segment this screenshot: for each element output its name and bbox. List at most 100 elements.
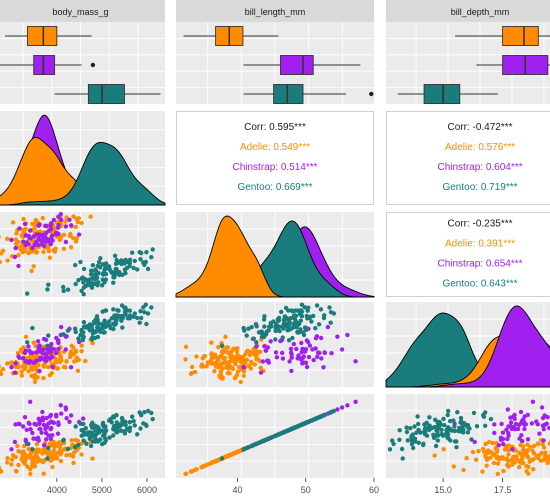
point-chinstrap — [335, 407, 340, 412]
point-chinstrap — [49, 341, 54, 347]
point-gentoo — [426, 427, 432, 433]
point-gentoo — [94, 438, 100, 443]
point-chinstrap — [339, 347, 345, 352]
corr-text-gentoo: Gentoo: 0.643*** — [442, 279, 517, 290]
point-adelie — [216, 358, 221, 363]
point-chinstrap — [510, 447, 515, 452]
point-chinstrap — [21, 424, 26, 429]
point-gentoo — [130, 250, 135, 255]
point-gentoo — [96, 320, 101, 325]
point-adelie — [494, 454, 500, 459]
point-chinstrap — [35, 242, 41, 248]
point-chinstrap — [304, 338, 310, 343]
point-adelie — [535, 441, 541, 447]
point-chinstrap — [517, 436, 522, 441]
point-adelie — [5, 361, 10, 366]
point-chinstrap — [41, 243, 47, 249]
point-gentoo — [73, 281, 78, 287]
point-gentoo — [131, 265, 136, 271]
point-chinstrap — [41, 336, 47, 342]
point-gentoo — [244, 333, 249, 338]
point-adelie — [224, 365, 229, 370]
point-gentoo — [416, 440, 421, 445]
point-chinstrap — [23, 359, 28, 364]
point-gentoo — [286, 338, 292, 343]
point-gentoo — [262, 324, 267, 329]
point-adelie — [241, 358, 246, 363]
point-adelie — [71, 454, 76, 459]
point-adelie — [538, 458, 544, 463]
point-chinstrap — [48, 427, 53, 432]
point-chinstrap — [496, 443, 501, 448]
point-gentoo — [276, 318, 281, 323]
point-chinstrap — [9, 237, 14, 243]
point-adelie — [28, 471, 33, 477]
point-gentoo — [61, 284, 66, 290]
point-adelie — [525, 442, 530, 447]
point-chinstrap — [59, 324, 64, 330]
point-chinstrap — [31, 360, 36, 365]
point-gentoo — [451, 418, 456, 423]
point-adelie — [37, 449, 42, 454]
point-chinstrap — [43, 426, 48, 432]
point-gentoo — [132, 423, 137, 428]
point-adelie — [71, 214, 76, 219]
point-adelie — [74, 355, 79, 360]
point-gentoo — [90, 281, 95, 286]
point-chinstrap — [540, 423, 546, 428]
point-chinstrap — [294, 346, 299, 352]
point-adelie — [209, 351, 214, 356]
point-adelie — [32, 379, 38, 385]
point-adelie — [517, 450, 522, 456]
point-adelie — [432, 453, 437, 458]
point-gentoo — [106, 319, 112, 324]
point-adelie — [5, 460, 10, 465]
point-chinstrap — [522, 426, 527, 432]
point-gentoo — [282, 320, 287, 325]
point-adelie — [512, 460, 517, 465]
point-gentoo — [318, 414, 324, 419]
point-chinstrap — [519, 433, 524, 438]
point-gentoo — [295, 329, 300, 335]
point-chinstrap — [506, 430, 511, 436]
point-gentoo — [111, 433, 116, 438]
point-gentoo — [131, 314, 136, 319]
corr-text-chinstrap: Chinstrap: 0.654*** — [437, 259, 522, 270]
point-chinstrap — [58, 403, 63, 408]
point-gentoo — [328, 320, 333, 325]
point-gentoo — [95, 424, 100, 429]
point-chinstrap — [22, 350, 28, 356]
point-chinstrap — [325, 324, 331, 330]
point-adelie — [75, 368, 81, 373]
point-gentoo — [287, 320, 292, 325]
point-adelie — [484, 456, 489, 461]
point-gentoo — [88, 325, 94, 330]
point-chinstrap — [27, 421, 32, 427]
point-adelie — [502, 447, 508, 452]
point-gentoo — [120, 325, 125, 330]
point-gentoo — [73, 326, 78, 331]
point-gentoo — [119, 428, 124, 433]
point-gentoo — [465, 423, 471, 428]
point-adelie — [41, 249, 46, 255]
point-adelie — [34, 459, 40, 464]
point-adelie — [69, 438, 74, 443]
point-chinstrap — [40, 409, 45, 415]
point-adelie — [16, 462, 21, 468]
point-chinstrap — [472, 439, 477, 445]
point-gentoo — [241, 325, 246, 331]
point-gentoo — [79, 288, 84, 293]
point-chinstrap — [9, 365, 14, 370]
point-adelie — [232, 359, 238, 365]
point-gentoo — [219, 343, 225, 348]
point-chinstrap — [40, 415, 45, 420]
point-adelie — [59, 450, 64, 455]
point-chinstrap — [81, 416, 86, 421]
point-gentoo — [65, 287, 71, 292]
point-adelie — [524, 469, 529, 474]
point-adelie — [26, 446, 31, 452]
point-gentoo — [45, 343, 50, 348]
point-gentoo — [120, 417, 125, 422]
point-gentoo — [143, 422, 148, 427]
